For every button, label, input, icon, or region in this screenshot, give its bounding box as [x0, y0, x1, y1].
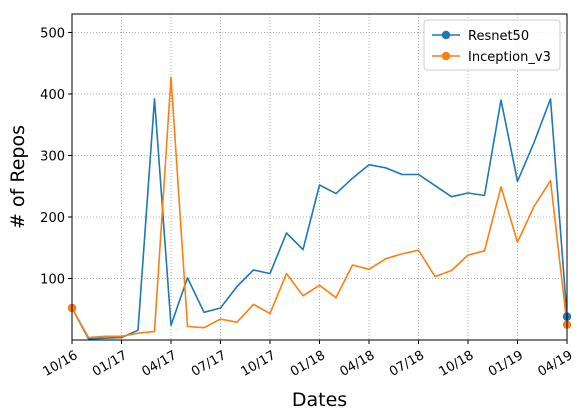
legend-swatch-marker [441, 51, 451, 61]
series-lines [71, 76, 568, 340]
y-axis-label: # of Repos [7, 125, 29, 229]
legend-label: Inception_v3 [468, 50, 551, 65]
y-tick-label: 500 [40, 26, 65, 41]
legend-entries: Resnet50 Inception_v3 [432, 29, 551, 65]
y-tick-label: 300 [40, 149, 65, 164]
series-line-resnet50 [71, 98, 568, 340]
legend-box [423, 19, 561, 71]
x-axis-label: Dates [292, 389, 347, 411]
y-tick-label: 200 [40, 211, 65, 226]
legend-swatch-marker [441, 30, 451, 40]
legend-label: Resnet50 [468, 29, 529, 44]
series-line-inception_v3 [71, 76, 568, 339]
y-tick-label: 400 [40, 88, 65, 103]
legend: Resnet50 Inception_v3 [423, 19, 561, 71]
y-axis-ticks: 100 200 300 400 500 [40, 26, 72, 287]
y-tick-label: 100 [40, 272, 65, 287]
